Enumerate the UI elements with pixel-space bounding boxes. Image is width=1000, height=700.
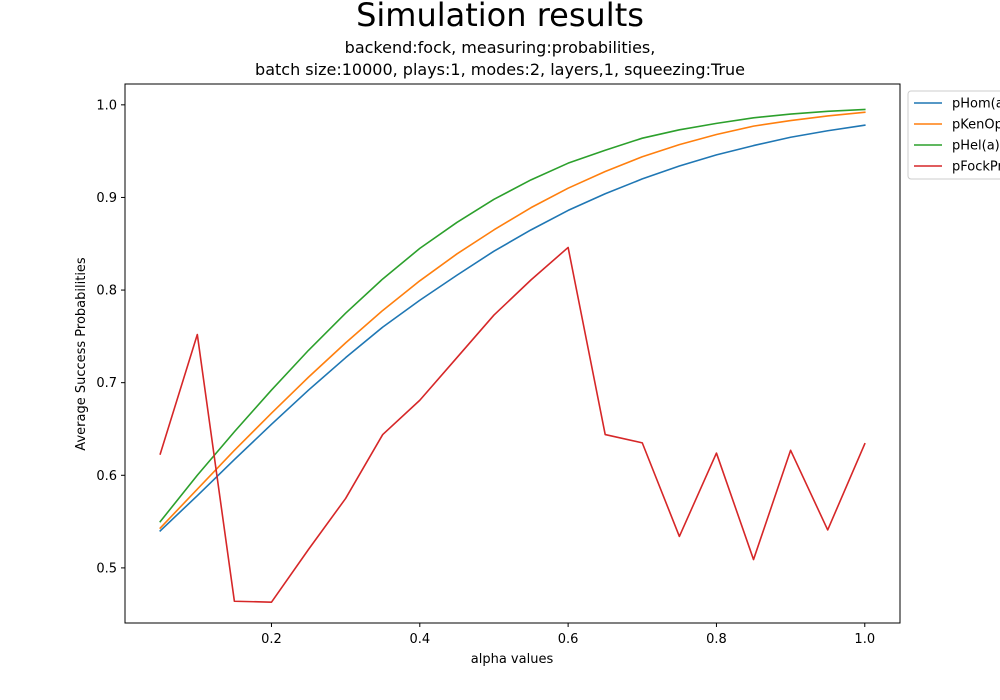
chart-subtitle-line-1: backend:fock, measuring:probabilities, [344, 38, 656, 57]
legend-label-3: pFockProb(a) [952, 160, 1000, 175]
x-tick-label: 1.0 [854, 632, 875, 647]
series-line-1 [159, 111, 866, 530]
legend-box [907, 90, 1000, 180]
series-line-3 [159, 246, 866, 603]
x-tick-label: 0.8 [706, 632, 727, 647]
y-tick-label: 0.8 [96, 284, 117, 299]
x-axis: 0.2 0.4 0.6 0.8 1.0 [261, 623, 875, 647]
y-tick-label: 0.7 [96, 376, 117, 391]
y-tick-label: 1.0 [96, 98, 117, 113]
x-tick-label: 0.2 [261, 632, 282, 647]
plot-area [124, 83, 901, 624]
legend-label-0: pHom(a) [952, 97, 1000, 112]
y-tick-label: 0.5 [96, 561, 117, 576]
x-axis-label: alpha values [471, 652, 554, 667]
y-axis-label: Average Success Probabilities [74, 257, 89, 451]
x-tick-label: 0.6 [558, 632, 579, 647]
x-tick-label: 0.4 [409, 632, 430, 647]
legend-label-1: pKenOp(a) [952, 118, 1000, 133]
y-tick-label: 0.6 [96, 469, 117, 484]
legend-label-2: pHel(a) [952, 139, 1000, 154]
y-axis: 0.5 0.6 0.7 0.8 0.9 1.0 [96, 98, 125, 576]
y-tick-label: 0.9 [96, 191, 117, 206]
series-line-2 [159, 108, 866, 523]
plot-frame [124, 83, 901, 624]
chart-subtitle-line-2: batch size:10000, plays:1, modes:2, laye… [255, 60, 745, 79]
series-line-0 [159, 124, 866, 532]
chart-title: Simulation results [356, 0, 644, 34]
legend: pHom(a) pKenOp(a) pHel(a) pFockProb(a) [907, 90, 1000, 180]
